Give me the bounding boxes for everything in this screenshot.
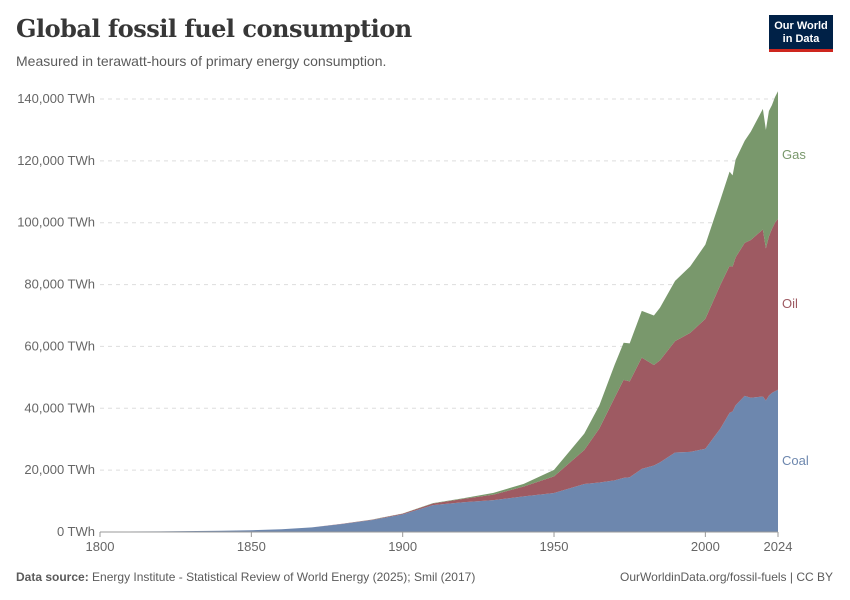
x-tick-label: 2024	[764, 539, 793, 554]
chart-subtitle: Measured in terawatt-hours of primary en…	[16, 53, 387, 69]
source-url[interactable]: OurWorldinData.org/fossil-fuels | CC BY	[620, 570, 833, 584]
x-tick-label: 2000	[691, 539, 720, 554]
data-source-label: Data source:	[16, 570, 89, 584]
area-coal	[100, 389, 778, 532]
x-tick-label: 1900	[388, 539, 417, 554]
x-tick-label: 1850	[237, 539, 266, 554]
area-oil	[100, 218, 778, 532]
x-tick-label: 1800	[86, 539, 115, 554]
y-tick-label: 140,000 TWh	[17, 91, 95, 106]
series-label-oil: Oil	[782, 296, 798, 311]
y-tick-label: 60,000 TWh	[24, 338, 95, 353]
page-title: Global fossil fuel consumption	[16, 14, 412, 43]
y-tick-label: 100,000 TWh	[17, 215, 95, 230]
y-tick-label: 80,000 TWh	[24, 277, 95, 292]
y-tick-label: 20,000 TWh	[24, 462, 95, 477]
x-tick-label: 1950	[540, 539, 569, 554]
owid-logo[interactable]: Our World in Data	[769, 15, 833, 52]
series-label-coal: Coal	[782, 453, 809, 468]
data-source: Data source: Energy Institute - Statisti…	[16, 570, 475, 584]
series-label-gas: Gas	[782, 147, 806, 162]
y-tick-label: 120,000 TWh	[17, 153, 95, 168]
area-gas	[100, 91, 778, 532]
y-tick-label: 40,000 TWh	[24, 400, 95, 415]
y-tick-label: 0 TWh	[57, 524, 95, 539]
data-source-text[interactable]: Energy Institute - Statistical Review of…	[92, 570, 476, 584]
